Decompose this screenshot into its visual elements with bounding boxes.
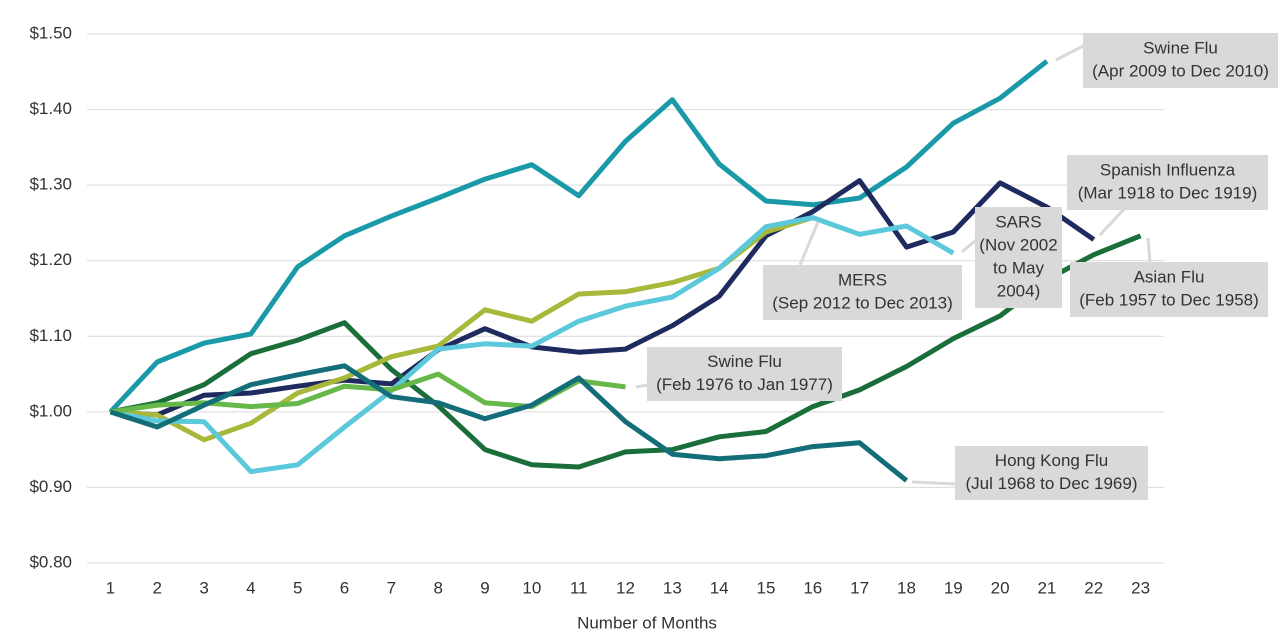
callout-leader xyxy=(961,238,977,254)
callout-text: to May xyxy=(993,258,1045,277)
callout-box xyxy=(1083,33,1278,88)
callout-box xyxy=(647,347,842,401)
callout-text: (Jul 1968 to Dec 1969) xyxy=(966,474,1138,493)
y-tick-label: $1.40 xyxy=(29,99,72,118)
x-tick-label: 22 xyxy=(1084,578,1103,597)
callout-text: (Feb 1976 to Jan 1977) xyxy=(656,375,833,394)
callout: Swine Flu (Apr 2009 to Dec 2010) xyxy=(1055,33,1278,88)
callout-text: (Sep 2012 to Dec 2013) xyxy=(772,293,953,312)
callout-box xyxy=(1067,155,1268,210)
y-tick-label: $1.30 xyxy=(29,175,72,194)
x-tick-label: 23 xyxy=(1131,578,1150,597)
x-tick-label: 7 xyxy=(387,578,396,597)
callout-text: (Mar 1918 to Dec 1919) xyxy=(1078,183,1258,202)
y-tick-label: $1.50 xyxy=(29,23,72,42)
x-tick-label: 6 xyxy=(340,578,349,597)
callout-text: SARS xyxy=(995,212,1041,231)
y-tick-label: $0.80 xyxy=(29,552,72,571)
callout: Hong Kong Flu (Jul 1968 to Dec 1969) xyxy=(911,446,1148,500)
callout-leader xyxy=(798,221,820,266)
x-tick-label: 20 xyxy=(991,578,1010,597)
series-line xyxy=(110,215,814,443)
callout: MERS (Sep 2012 to Dec 2013) xyxy=(763,221,962,320)
x-tick-label: 13 xyxy=(663,578,682,597)
x-tick-label: 12 xyxy=(616,578,635,597)
callout-leader xyxy=(1146,237,1152,263)
callout: Swine Flu (Feb 1976 to Jan 1977) xyxy=(635,347,842,401)
callout-text: Swine Flu xyxy=(1143,38,1218,57)
x-tick-label: 8 xyxy=(433,578,442,597)
x-axis-label: Number of Months xyxy=(577,613,717,632)
x-tick-label: 4 xyxy=(246,578,255,597)
x-tick-label: 9 xyxy=(480,578,489,597)
y-tick-label: $1.10 xyxy=(29,326,72,345)
callout-leader xyxy=(1098,206,1127,237)
x-tick-label: 10 xyxy=(522,578,541,597)
callout-text: 2004) xyxy=(997,281,1040,300)
x-tick-label: 14 xyxy=(710,578,729,597)
callout-box xyxy=(975,207,1062,308)
x-tick-label: 19 xyxy=(944,578,963,597)
callout-text: Asian Flu xyxy=(1134,267,1205,286)
x-tick-label: 3 xyxy=(199,578,208,597)
x-tick-label: 15 xyxy=(757,578,776,597)
x-tick-label: 11 xyxy=(570,578,588,597)
callout: Spanish Influenza (Mar 1918 to Dec 1919) xyxy=(1067,155,1268,237)
series-line xyxy=(108,59,1049,414)
series-line xyxy=(109,363,909,483)
y-tick-label: $1.20 xyxy=(29,250,72,269)
y-tick-label: $1.00 xyxy=(29,401,72,420)
callout-box xyxy=(955,446,1148,500)
x-tick-label: 21 xyxy=(1037,578,1056,597)
y-tick-label: $0.90 xyxy=(29,477,72,496)
callout-text: Hong Kong Flu xyxy=(995,451,1108,470)
x-tick-label: 17 xyxy=(850,578,869,597)
callout-text: Spanish Influenza xyxy=(1100,160,1236,179)
callout-text: (Apr 2009 to Dec 2010) xyxy=(1092,61,1269,80)
callout-leader xyxy=(1055,43,1086,62)
x-tick-label: 5 xyxy=(293,578,302,597)
x-tick-label: 2 xyxy=(153,578,162,597)
callout: Asian Flu (Feb 1957 to Dec 1958) xyxy=(1070,237,1268,317)
x-tick-label: 18 xyxy=(897,578,916,597)
callout-leader xyxy=(911,480,957,486)
x-tick-label: 1 xyxy=(106,578,115,597)
callout: SARS (Nov 2002 to May 2004) xyxy=(961,207,1062,308)
callout-box xyxy=(763,265,962,320)
callout-text: (Feb 1957 to Dec 1958) xyxy=(1079,290,1259,309)
callout-box xyxy=(1070,262,1268,317)
callout-text: Swine Flu xyxy=(707,352,782,371)
callout-text: MERS xyxy=(838,270,887,289)
callout-leader xyxy=(635,383,649,389)
callout-text: (Nov 2002 xyxy=(979,235,1057,254)
series-line xyxy=(109,215,955,475)
series-line xyxy=(109,233,1142,470)
x-tick-label: 16 xyxy=(803,578,822,597)
